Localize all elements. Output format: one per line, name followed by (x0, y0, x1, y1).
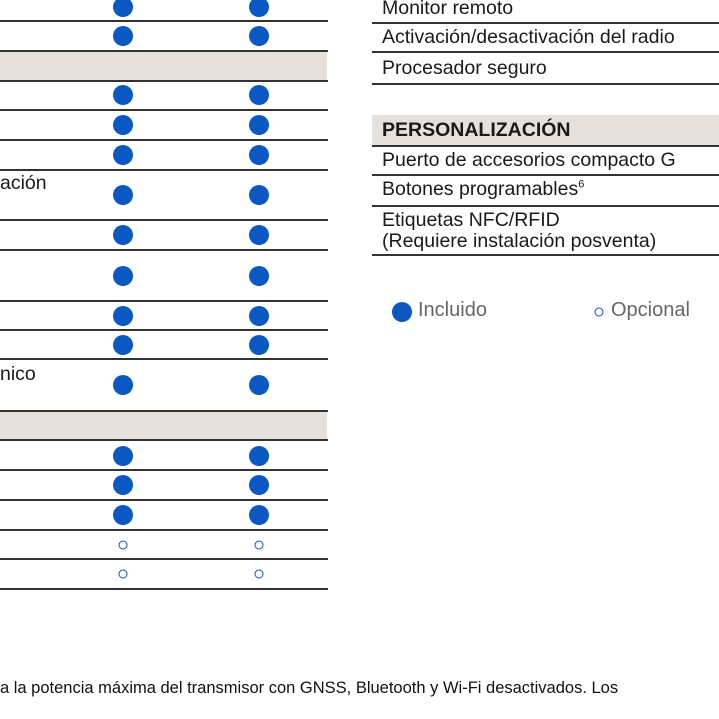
included-dot-icon (113, 335, 133, 355)
included-dot-icon (113, 475, 133, 495)
row-divider (372, 205, 719, 207)
row-label: Monitor remoto (382, 0, 514, 19)
row-divider (0, 588, 328, 590)
row-divider (372, 174, 719, 176)
row-divider (0, 80, 328, 82)
included-dot-icon (113, 185, 133, 205)
included-dot-icon (249, 185, 269, 205)
included-dot-icon (249, 505, 269, 525)
included-dot-icon (249, 115, 269, 135)
included-dot-icon (113, 306, 133, 326)
row-label-line2: (Requiere instalación posventa) (382, 230, 657, 252)
included-dot-icon (249, 266, 269, 286)
row-divider (0, 20, 328, 22)
row-divider (372, 51, 719, 53)
row-divider (372, 145, 719, 147)
included-dot-icon (113, 375, 133, 395)
row-label-partial: nico (0, 363, 36, 385)
included-dot-icon (113, 446, 133, 466)
included-dot-icon (249, 306, 269, 326)
row-divider (372, 22, 719, 24)
included-dot-icon (249, 446, 269, 466)
included-dot-icon (392, 302, 412, 322)
included-dot-icon (113, 85, 133, 105)
optional-dot-icon (594, 307, 604, 317)
footnote-ref: 6 (578, 178, 585, 191)
included-dot-icon (249, 0, 269, 17)
section-band (0, 52, 327, 80)
included-dot-icon (113, 115, 133, 135)
included-dot-icon (249, 26, 269, 46)
included-dot-icon (113, 145, 133, 165)
included-dot-icon (249, 335, 269, 355)
row-divider (0, 439, 328, 441)
row-divider (0, 50, 328, 52)
row-divider (0, 219, 328, 221)
included-dot-icon (113, 266, 133, 286)
included-dot-icon (249, 225, 269, 245)
row-divider (0, 410, 328, 412)
row-divider (372, 83, 719, 85)
included-dot-icon (249, 145, 269, 165)
row-divider (0, 358, 328, 360)
footnote-text: a la potencia máxima del transmisor con … (0, 679, 619, 697)
included-dot-icon (113, 505, 133, 525)
optional-dot-icon (254, 540, 264, 550)
optional-dot-icon (118, 540, 128, 550)
row-divider (0, 558, 328, 560)
included-dot-icon (113, 0, 133, 17)
section-band (372, 115, 719, 145)
legend-included-label: Incluido (418, 299, 487, 321)
row-divider (0, 139, 328, 141)
row-label-partial: ación (0, 172, 47, 194)
row-divider (0, 469, 328, 471)
row-divider (0, 499, 328, 501)
included-dot-icon (249, 85, 269, 105)
row-label: Botones programables6 (382, 178, 584, 200)
legend-optional-label: Opcional (611, 299, 690, 321)
row-divider (0, 249, 328, 251)
row-divider (0, 169, 328, 171)
row-divider (0, 109, 328, 111)
optional-dot-icon (118, 569, 128, 579)
row-label: Activación/desactivación del radio (382, 26, 675, 48)
row-label: Puerto de accesorios compacto G (382, 149, 676, 171)
included-dot-icon (113, 225, 133, 245)
included-dot-icon (249, 475, 269, 495)
row-label-text: Botones programables (382, 178, 579, 200)
section-header: PERSONALIZACIÓN (382, 119, 571, 141)
row-divider (0, 529, 328, 531)
optional-dot-icon (254, 569, 264, 579)
row-divider (0, 329, 328, 331)
row-divider (0, 300, 328, 302)
included-dot-icon (113, 26, 133, 46)
row-label: Procesador seguro (382, 57, 547, 79)
included-dot-icon (249, 375, 269, 395)
section-band (0, 412, 327, 440)
row-label-line1: Etiquetas NFC/RFID (382, 209, 560, 231)
row-divider (372, 254, 719, 256)
